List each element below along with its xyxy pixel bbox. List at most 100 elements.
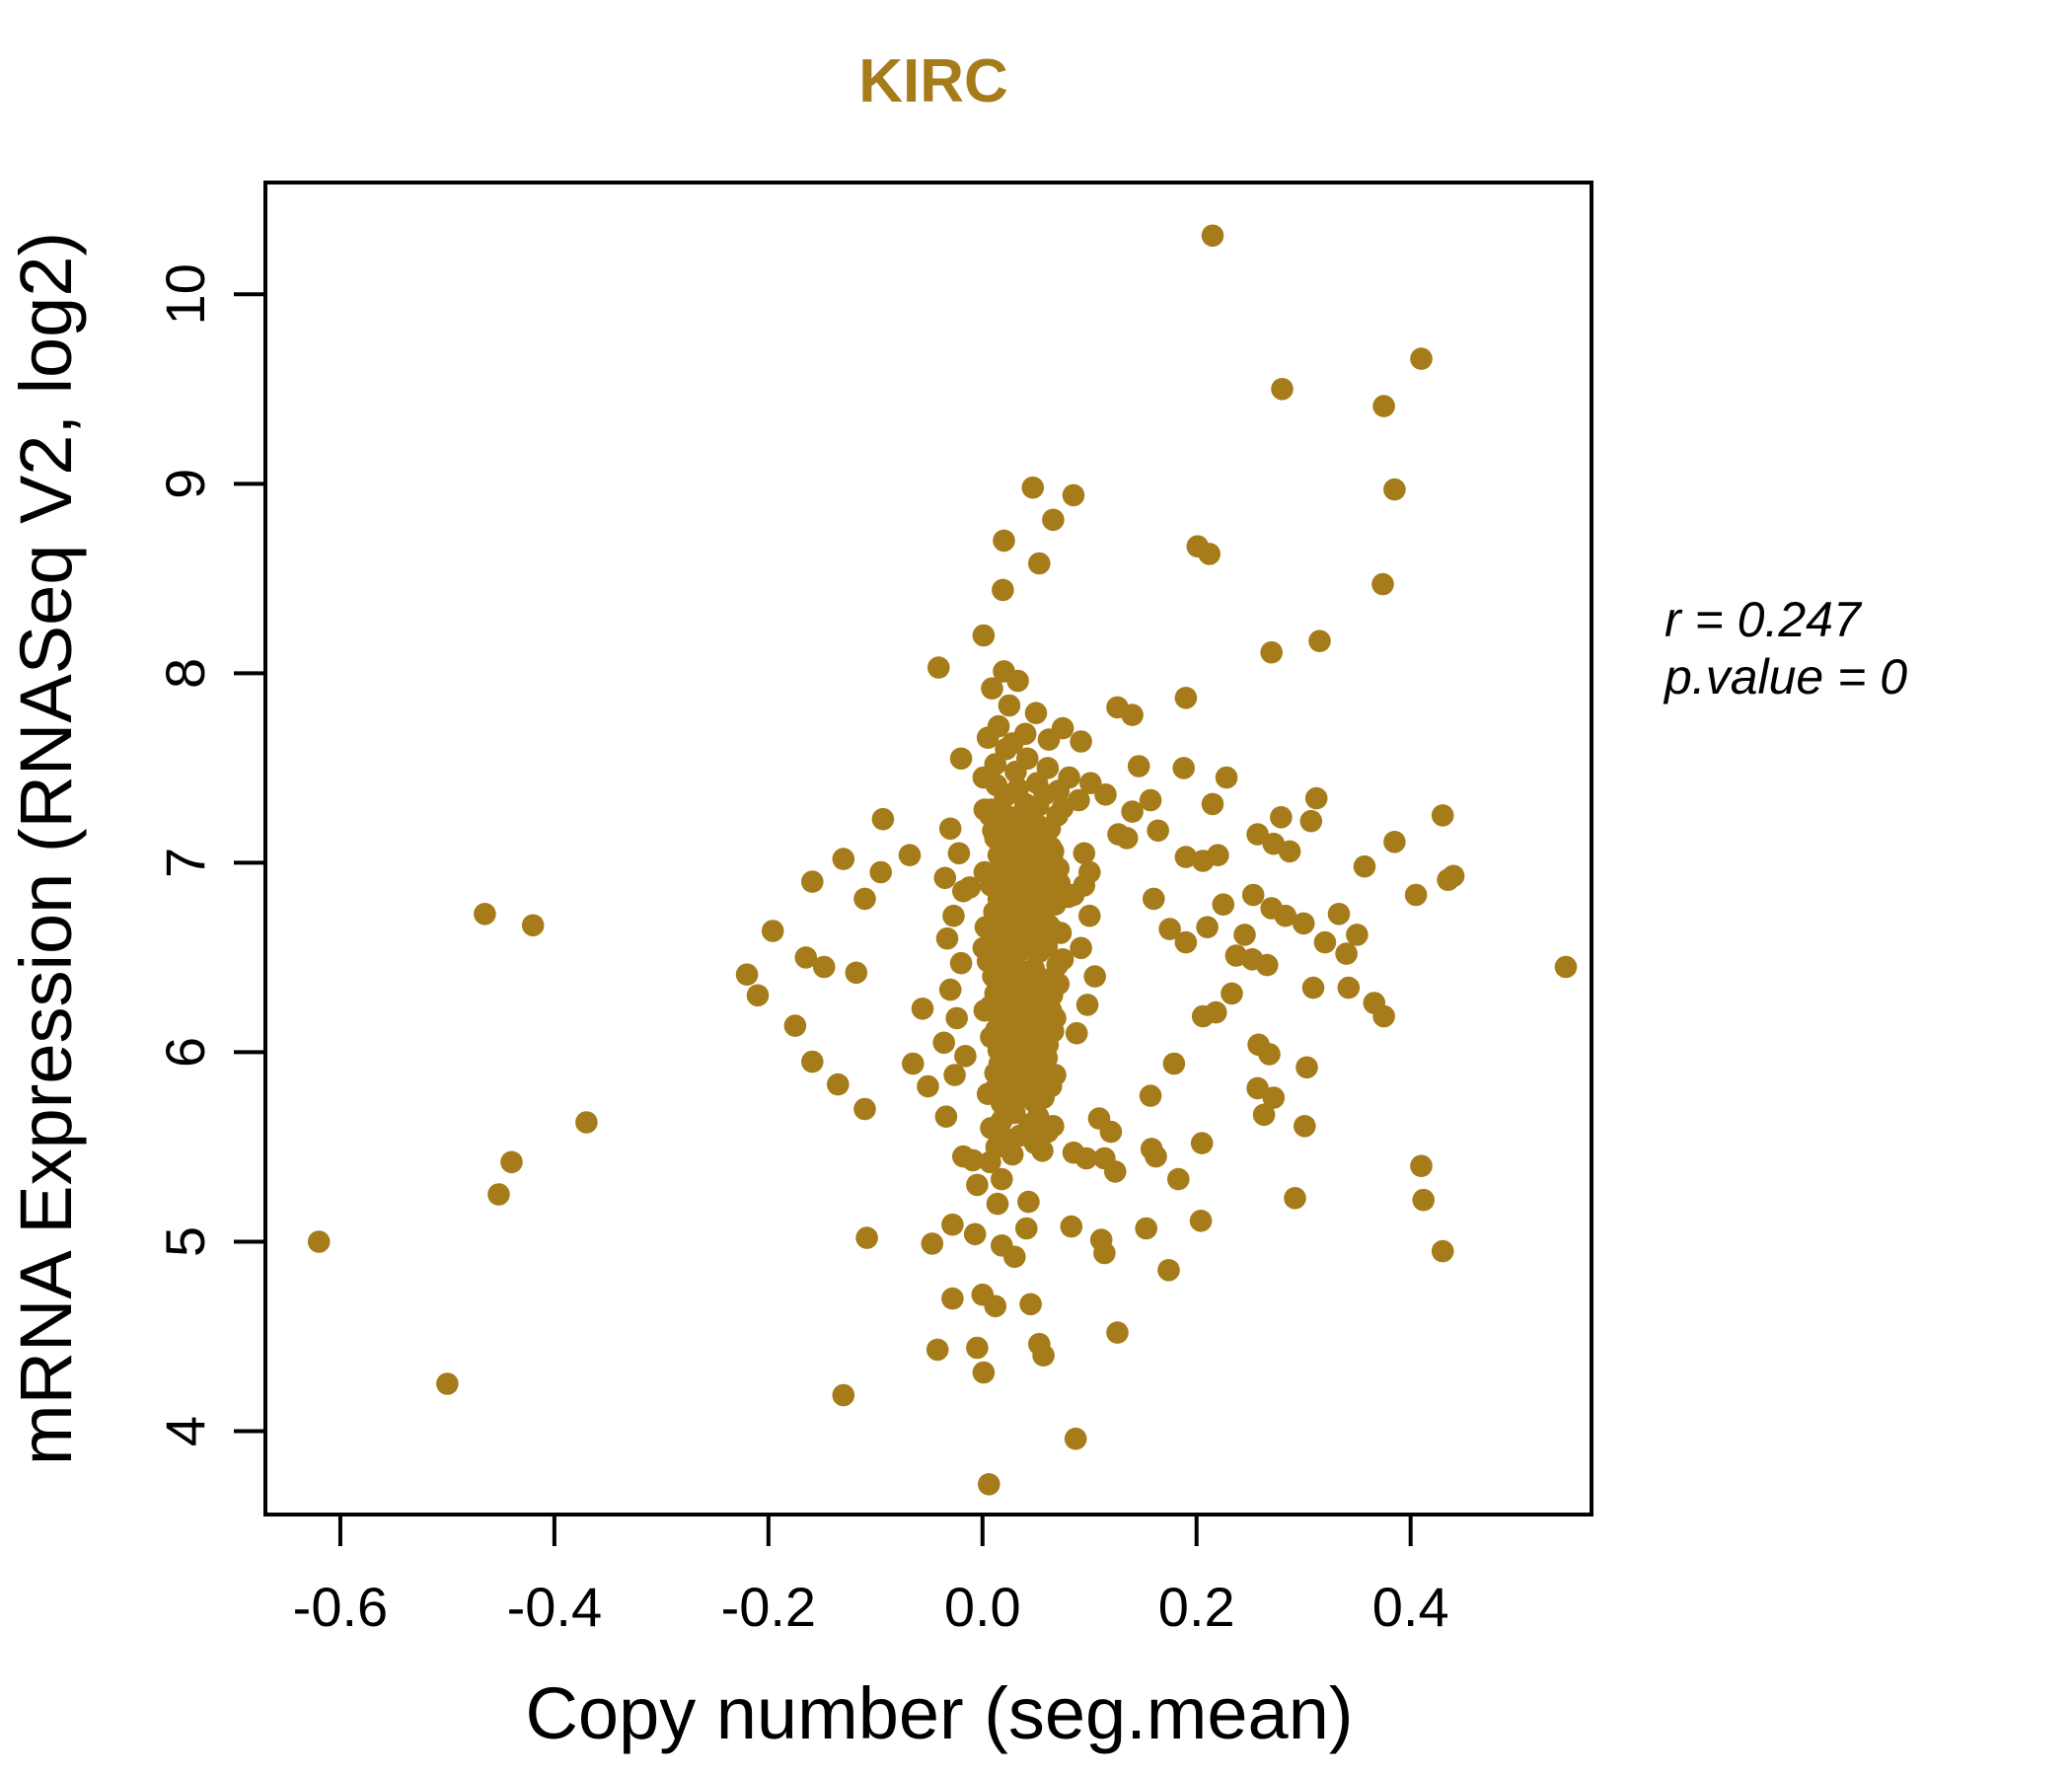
data-point [783,1014,807,1037]
data-point [1431,804,1454,827]
data-point [925,1338,949,1362]
x-tick-label: 0.0 [944,1576,1021,1638]
data-point [1042,1115,1065,1138]
data-point [978,1473,1000,1496]
data-point [746,984,770,1007]
data-point [963,1222,987,1246]
data-point [1258,1043,1281,1066]
data-point [1172,757,1195,779]
data-point [932,1031,955,1055]
data-point [1094,783,1117,806]
data-point [1019,1293,1042,1316]
data-point [1410,1154,1433,1177]
data-point [1174,846,1198,868]
x-axis-ticks: -0.6 -0.4 -0.2 0.0 0.2 0.4 [293,1515,1449,1638]
data-point [991,1167,1013,1191]
data-point [1078,904,1101,927]
data-point [1157,1259,1180,1282]
data-point [947,842,971,865]
y-tick-label: 6 [154,1037,216,1068]
data-point [845,961,868,985]
data-point [986,1192,1009,1216]
data-point [1198,543,1221,565]
data-point [1410,347,1433,370]
data-point [1022,899,1046,922]
data-point [1139,1084,1162,1107]
data-point [999,930,1023,954]
data-point [1167,1167,1190,1191]
data-point [1241,883,1265,907]
data-point [1191,1004,1215,1028]
data-point [984,1295,1007,1318]
data-point [1074,1147,1098,1170]
y-axis-label: mRNA Expression (RNASeq V2, log2) [5,232,87,1465]
data-point [1021,476,1045,499]
data-point [1442,864,1465,888]
data-point [1028,940,1051,963]
data-point [1039,1074,1063,1098]
data-point [1039,999,1063,1022]
data-point [998,980,1021,1003]
data-point [935,926,959,950]
data-point [961,1148,985,1172]
data-point [1015,1217,1038,1240]
data-point [1143,887,1165,911]
data-point [1006,777,1029,800]
data-point [1042,508,1065,532]
data-point [1262,1086,1286,1109]
data-point [1189,1210,1213,1232]
data-point [1047,973,1071,996]
data-point [1404,883,1428,907]
data-point [487,1183,510,1206]
data-point [1147,819,1169,843]
data-point [1093,1241,1116,1265]
data-point [1294,1115,1316,1138]
data-point [1383,831,1406,853]
data-point [933,866,957,890]
data-point [1431,1239,1454,1263]
data-point [966,1173,989,1197]
data-point [1062,483,1085,507]
data-point [1301,976,1325,999]
data-point [1065,1021,1088,1045]
data-point [938,817,962,841]
data-point [1013,1122,1037,1146]
data-point [938,978,962,1001]
data-point [794,946,818,969]
data-point [945,1006,968,1030]
data-point [1201,224,1224,248]
data-point [1174,930,1198,954]
data-point [941,1213,964,1236]
data-point [1020,815,1043,839]
data-point [1372,395,1395,417]
x-tick-label: 0.2 [1158,1576,1235,1638]
data-point [1058,766,1080,789]
data-point [1017,1190,1040,1214]
data-point [1262,832,1286,855]
data-point [1115,827,1139,850]
data-point [898,844,922,866]
data-point [575,1111,598,1134]
data-point [1070,730,1092,753]
data-point [952,879,975,903]
y-tick-label: 7 [154,848,216,878]
data-point [1073,842,1096,865]
data-point [1024,702,1048,724]
data-point [1158,918,1181,940]
data-point [976,1082,999,1105]
data-point [927,656,950,679]
data-point [976,726,999,749]
data-point [993,844,1015,866]
y-tick-label: 10 [154,263,216,325]
data-point [1162,1052,1186,1075]
data-point [761,920,784,942]
y-tick-label: 9 [154,469,216,499]
data-point [1554,955,1578,979]
data-point [992,578,1014,602]
r-value-annotation: r = 0.247 [1665,592,1863,647]
data-point [1313,930,1337,954]
data-point [1127,755,1150,777]
data-point [988,1000,1011,1024]
data-point [827,1073,850,1096]
